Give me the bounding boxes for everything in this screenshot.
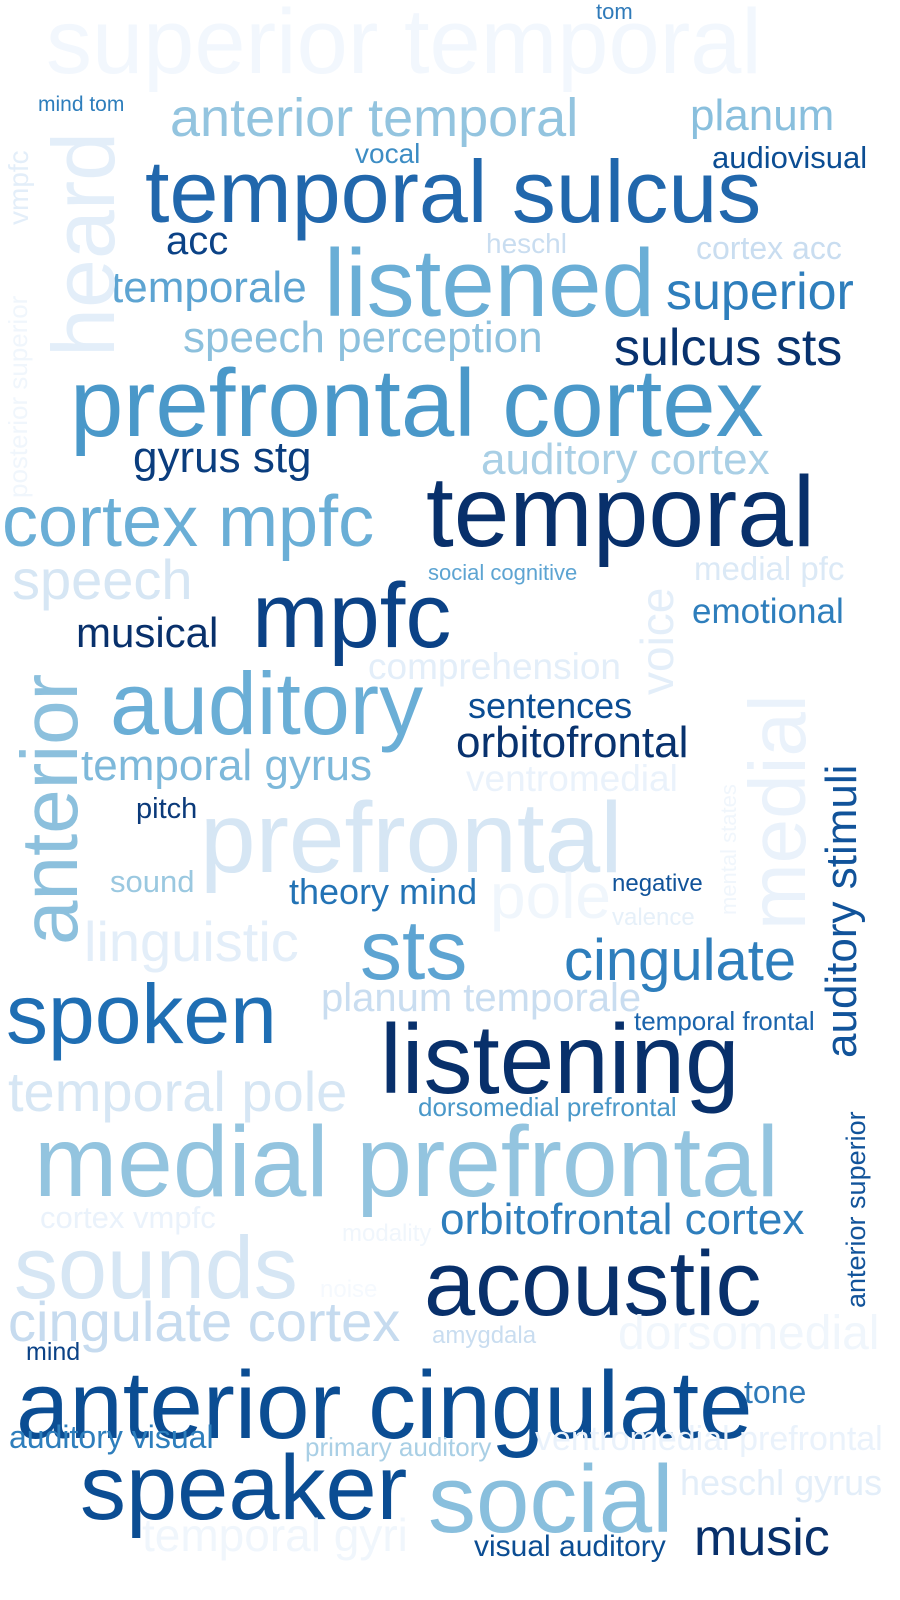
word-mental-states: mental states [716, 784, 741, 915]
word-planum-temporale: planum temporale [321, 976, 642, 1020]
word-speaker: speaker [80, 1437, 408, 1539]
word-anterior: anterior [5, 673, 94, 945]
word-prefrontal: prefrontal [200, 782, 623, 894]
word-mpfc: mpfc [252, 565, 452, 667]
word-orbitofrontal-cortex: orbitofrontal cortex [440, 1195, 805, 1244]
word-tone: tone [744, 1374, 807, 1410]
word-listening: listening [380, 1004, 740, 1114]
word-medial: medial [733, 694, 822, 930]
word-vocal: vocal [355, 138, 421, 169]
word-temporal-gyri: temporal gyri [142, 1509, 408, 1561]
word-emotional: emotional [692, 592, 844, 631]
word-medial-pfc: medial pfc [694, 550, 845, 587]
word-acoustic: acoustic [424, 1233, 762, 1335]
word-sounds: sounds [14, 1218, 298, 1317]
word-auditory-stimuli: auditory stimuli [817, 764, 866, 1058]
word-voice: voice [631, 587, 683, 695]
word-theory-mind: theory mind [289, 871, 478, 912]
word-sulcus-sts: sulcus sts [614, 319, 843, 377]
word-heard: heard [34, 131, 133, 357]
word-visual-auditory: visual auditory [474, 1530, 666, 1563]
word-speech: speech [12, 548, 193, 611]
word-superior-temporal: superior temporal [46, 0, 762, 93]
word-auditory-visual: auditory visual [9, 1419, 214, 1455]
word-valence: valence [612, 904, 695, 931]
word-cingulate-cortex: cingulate cortex [8, 1290, 401, 1353]
word-orbitofrontal: orbitofrontal [456, 718, 689, 767]
word-mind-tom: mind tom [38, 93, 125, 116]
word-sentences: sentences [468, 685, 633, 726]
word-superior: superior [666, 263, 854, 321]
word-cortex-acc: cortex acc [696, 230, 842, 266]
word-spoken: spoken [6, 967, 277, 1061]
word-posterior-superior: posterior superior [3, 295, 33, 498]
word-auditory: auditory [110, 654, 424, 753]
word-sound: sound [110, 864, 195, 899]
word-temporal: temporal [426, 456, 816, 568]
word-mind: mind [26, 1338, 81, 1366]
word-social-cognitive: social cognitive [428, 560, 578, 585]
word-negative: negative [612, 870, 703, 897]
word-temporal-pole: temporal pole [8, 1060, 348, 1123]
word-auditory-cortex: auditory cortex [481, 435, 770, 484]
word-cortex-mpfc: cortex mpfc [2, 482, 375, 562]
word-temporal-gyrus: temporal gyrus [81, 741, 373, 790]
word-noise: noise [320, 1276, 378, 1303]
word-speech-perception: speech perception [183, 313, 543, 362]
word-audiovisual: audiovisual [712, 140, 868, 175]
word-heschl-gyrus: heschl gyrus [680, 1462, 883, 1503]
word-medial-prefrontal: medial prefrontal [34, 1106, 779, 1218]
word-music: music [694, 1509, 830, 1567]
word-anterior-superior: anterior superior [841, 1111, 871, 1308]
word-anterior-temporal: anterior temporal [170, 88, 579, 148]
word-dorsomedial: dorsomedial [618, 1307, 880, 1360]
word-prefrontal-cortex: prefrontal cortex [70, 350, 764, 457]
word-cortex-vmpfc: cortex vmpfc [40, 1200, 216, 1235]
word-listened: listened [324, 230, 655, 337]
word-anterior-cingulate: anterior cingulate [16, 1352, 753, 1459]
word-ventromedial: ventromedial [466, 758, 678, 799]
word-social: social [428, 1446, 674, 1553]
word-temporal-sulcus: temporal sulcus [145, 142, 762, 241]
word-pitch: pitch [136, 793, 198, 825]
word-cingulate: cingulate [564, 928, 797, 993]
word-comprehension: comprehension [368, 646, 621, 687]
word-amygdala: amygdala [432, 1322, 537, 1349]
word-tom: tom [596, 0, 633, 24]
word-planum: planum [690, 91, 835, 140]
word-heschl: heschl [486, 228, 567, 259]
word-linguistic: linguistic [84, 910, 299, 973]
word-dorsomedial-prefrontal: dorsomedial prefrontal [418, 1092, 677, 1122]
word-primary-auditory: primary auditory [305, 1432, 492, 1462]
word-ventromedial-prefrontal: ventromedial prefrontal [535, 1420, 883, 1458]
word-temporale: temporale [111, 263, 307, 312]
word-modality: modality [342, 1220, 432, 1247]
word-gyrus-stg: gyrus stg [133, 433, 312, 482]
word-musical: musical [76, 609, 219, 656]
word-pole: pole [490, 860, 611, 932]
word-vmpfc: vmpfc [3, 150, 34, 225]
word-acc: acc [166, 219, 229, 263]
word-temporal-frontal: temporal frontal [634, 1006, 815, 1036]
word-sts: sts [360, 903, 468, 997]
